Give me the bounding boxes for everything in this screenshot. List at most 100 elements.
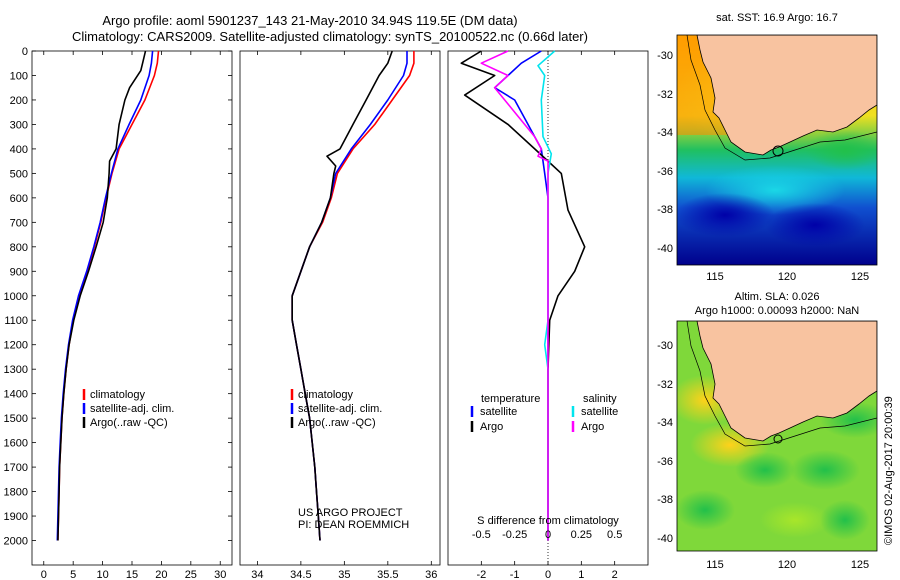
depth-tick-label: 1300 (4, 364, 28, 376)
diff-legend-label: satellite (581, 406, 618, 418)
salinity-frame (239, 50, 441, 566)
temperature-legend-label: climatology (90, 389, 146, 401)
imos-credit: ©IMOS 02-Aug-2017 20:00:39 (883, 396, 895, 545)
salinity-xtick-label: 36 (425, 569, 437, 580)
sla-ytick: -38 (657, 494, 673, 506)
diff-x2tick-label: -0.25 (502, 529, 527, 541)
depth-tick-label: 1200 (4, 340, 28, 352)
salinity-legend-label: climatology (298, 389, 354, 401)
sla-xtick: 115 (706, 559, 724, 571)
depth-tick-label: 600 (10, 193, 28, 205)
depth-tick-label: 200 (10, 95, 28, 107)
australia-landmass-sla (696, 321, 877, 442)
sla-ytick: -34 (657, 417, 673, 429)
diff-legend-label: Argo (581, 421, 604, 433)
diff-x2tick-label: -0.5 (472, 529, 491, 541)
temperature-xtick-label: 15 (126, 569, 138, 580)
sla-ytick: -30 (657, 340, 673, 352)
difference-series-t-argo (460, 50, 586, 541)
difference-xtick-label: 0 (545, 569, 551, 580)
temperature-series-argo-raw-qc- (57, 50, 147, 541)
temperature-xtick-label: 10 (96, 569, 108, 580)
difference-xtick-label: -2 (476, 569, 486, 580)
sst-ytick: -36 (657, 166, 673, 178)
figure-title-line2: Climatology: CARS2009. Satellite-adjuste… (72, 29, 588, 44)
sla-map (677, 321, 877, 551)
diff-legend-label: Argo (480, 421, 503, 433)
temperature-legend-label: satellite-adj. clim. (90, 403, 174, 415)
sst-ytick: -30 (657, 50, 673, 62)
difference-panel (447, 50, 649, 566)
depth-tick-label: 1800 (4, 487, 28, 499)
depth-tick-label: 100 (10, 70, 28, 82)
sla-xtick: 125 (851, 559, 869, 571)
difference-xtick-label: -1 (510, 569, 520, 580)
diff-x2tick-label: 0 (545, 529, 551, 541)
sla-ytick: -36 (657, 456, 673, 468)
depth-tick-label: 1500 (4, 413, 28, 425)
depth-tick-label: 1900 (4, 511, 28, 523)
depth-tick-label: 1700 (4, 462, 28, 474)
temperature-panel (31, 50, 233, 566)
australia-landmass-sst (696, 35, 877, 156)
temperature-xtick-label: 0 (41, 569, 47, 580)
sla-ytick: -40 (657, 533, 673, 545)
argo-float-marker-sla (773, 434, 783, 444)
temperature-xtick-label: 25 (185, 569, 197, 580)
sst-map-title: sat. SST: 16.9 Argo: 16.7 (716, 12, 838, 24)
depth-tick-label: 800 (10, 242, 28, 254)
sst-ytick: -38 (657, 204, 673, 216)
depth-tick-label: 900 (10, 266, 28, 278)
sst-ytick: -40 (657, 243, 673, 255)
salinity-xtick-label: 35 (338, 569, 350, 580)
depth-tick-label: 400 (10, 144, 28, 156)
sla-xtick: 120 (778, 559, 796, 571)
diff-x2tick-label: 0.5 (607, 529, 622, 541)
difference-xtick-label: 2 (612, 569, 618, 580)
depth-tick-label: 1100 (4, 315, 28, 327)
temperature-xtick-label: 5 (70, 569, 76, 580)
sst-ytick: -32 (657, 89, 673, 101)
sst-xtick: 125 (851, 271, 869, 283)
diff-x2tick-label: 0.25 (571, 529, 592, 541)
sst-xtick: 120 (778, 271, 796, 283)
temperature-xtick-label: 20 (155, 569, 167, 580)
profile-charts: 0 5 10 15 20 25 300100200300400500600700800900… (4, 46, 649, 580)
difference-series-s-argo (480, 50, 549, 541)
depth-tick-label: 500 (10, 168, 28, 180)
temperature-legend-label: Argo(..raw -QC) (90, 417, 168, 429)
sla-map-title1: Altim. SLA: 0.026 (734, 291, 820, 303)
difference-xtick-label: 1 (578, 569, 584, 580)
sla-ytick: -32 (657, 379, 673, 391)
depth-tick-label: 700 (10, 217, 28, 229)
salinity-legend-label: satellite-adj. clim. (298, 403, 382, 415)
salinity-xtick-label: 34 (251, 569, 263, 580)
diff-x2label: S difference from climatology (477, 515, 619, 527)
sst-xtick: 115 (706, 271, 724, 283)
argo-float-marker (772, 145, 784, 157)
diff-legend-title-temperature: temperature (481, 393, 540, 405)
difference-series-s-satellite (537, 50, 556, 541)
salinity-panel (239, 50, 441, 566)
salinity-xtick-label: 34.5 (290, 569, 311, 580)
project-annotation: US ARGO PROJECT (298, 507, 403, 519)
sla-map-title2: Argo h1000: 0.00093 h2000: NaN (694, 305, 860, 317)
salinity-legend-label: Argo(..raw -QC) (298, 417, 376, 429)
depth-tick-label: 1400 (4, 389, 28, 401)
salinity-series-argo-raw-qc- (291, 50, 393, 541)
sst-ytick: -34 (657, 127, 673, 139)
depth-tick-label: 300 (10, 119, 28, 131)
figure-title-line1: Argo profile: aoml 5901237_143 21-May-20… (102, 13, 518, 28)
depth-tick-label: 0 (22, 46, 28, 58)
temperature-xtick-label: 30 (214, 569, 226, 580)
diff-legend-label: satellite (480, 406, 517, 418)
depth-tick-label: 1600 (4, 438, 28, 450)
diff-legend-title-salinity: salinity (583, 393, 617, 405)
project-annotation: PI: DEAN ROEMMICH (298, 519, 409, 531)
depth-tick-label: 2000 (4, 536, 28, 548)
depth-tick-label: 1000 (4, 291, 28, 303)
sst-map (677, 35, 877, 265)
temperature-frame (31, 50, 233, 566)
maps-area: -30 -32 -34 -36 -38 -40 115 120 125 -30 … (657, 34, 878, 571)
salinity-xtick-label: 35.5 (377, 569, 398, 580)
